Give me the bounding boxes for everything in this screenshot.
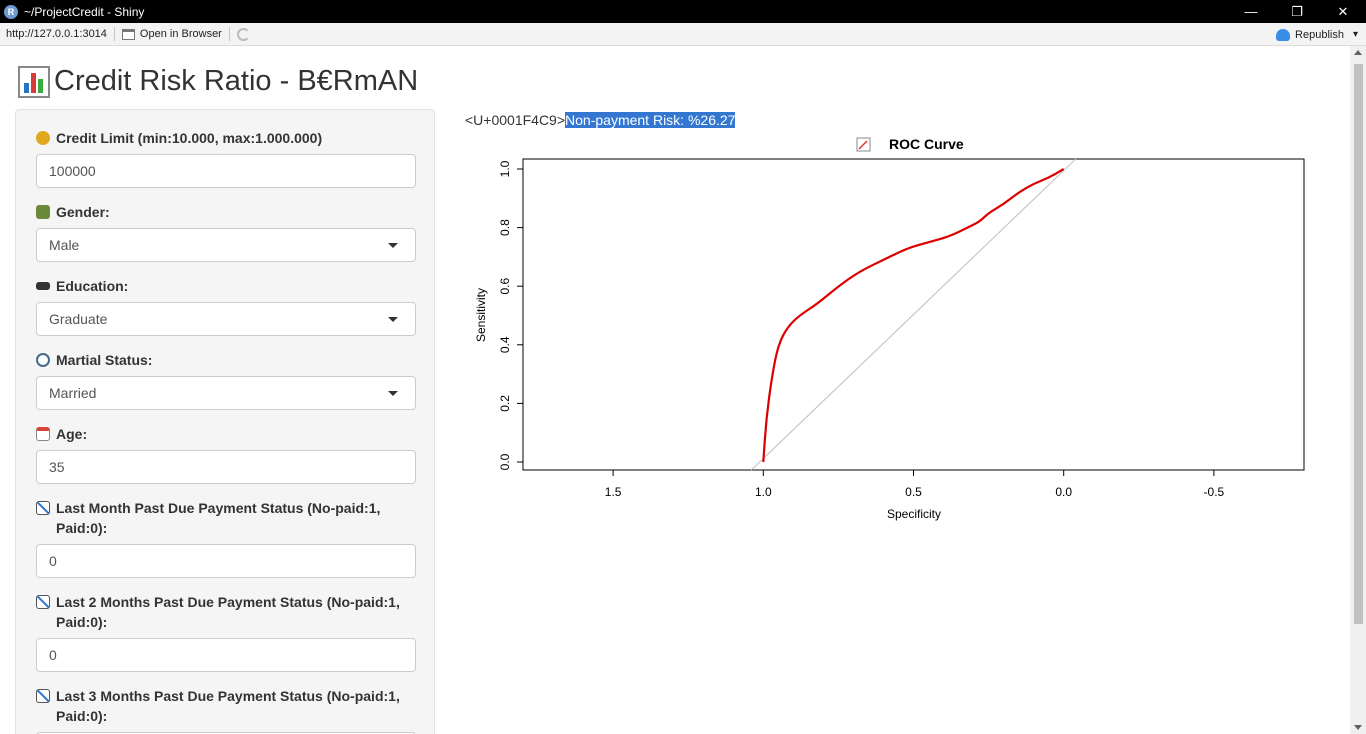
last-2-months-status-label-text: Last 2 Months Past Due Payment Status (N… <box>56 594 400 630</box>
minimize-button[interactable]: — <box>1244 4 1258 19</box>
education-label: Education: <box>36 276 416 296</box>
toolbar-divider <box>113 27 115 41</box>
marital-status-label: Martial Status: <box>36 350 416 370</box>
url-text[interactable]: http://127.0.0.1:3014 <box>6 28 107 40</box>
y-tick-label: 0.8 <box>498 219 512 236</box>
x-tick-label: 1.5 <box>605 485 622 499</box>
marital-status-label-text: Martial Status: <box>56 352 153 368</box>
y-tick-label: 0.6 <box>498 278 512 295</box>
chevron-down-icon <box>388 243 398 248</box>
gender-label-text: Gender: <box>56 204 110 220</box>
credit-limit-label: Credit Limit (min:10.000, max:1.000.000) <box>36 128 416 148</box>
viewer-toolbar: http://127.0.0.1:3014 Open in Browser Re… <box>0 23 1366 46</box>
page-title-text: Credit Risk Ratio - B€RmAN <box>54 65 419 97</box>
republish-label: Republish <box>1295 28 1344 41</box>
app-page: Credit Risk Ratio - B€RmAN Credit Limit … <box>0 46 1350 734</box>
reference-diagonal <box>750 158 1077 471</box>
x-axis-label: Specificity <box>887 507 941 521</box>
age-input[interactable]: 35 <box>36 450 416 484</box>
chevron-down-icon <box>388 317 398 322</box>
y-tick-label: 0.4 <box>498 336 512 353</box>
close-button[interactable]: ✕ <box>1337 3 1349 19</box>
scroll-up-arrow-icon[interactable] <box>1354 50 1362 55</box>
chart-decreasing-icon <box>36 501 50 515</box>
credit-limit-input[interactable]: 100000 <box>36 154 416 188</box>
last-3-months-status-label-text: Last 3 Months Past Due Payment Status (N… <box>56 688 400 724</box>
toolbar-divider <box>228 27 230 41</box>
vertical-scrollbar[interactable] <box>1350 46 1366 734</box>
credit-limit-label-text: Credit Limit (min:10.000, max:1.000.000) <box>56 130 323 146</box>
last-month-status-label: Last Month Past Due Payment Status (No-p… <box>36 498 416 538</box>
y-tick-label: 0.2 <box>498 395 512 412</box>
credit-limit-value: 100000 <box>49 163 96 179</box>
browser-window-icon <box>121 28 135 40</box>
chart-decreasing-icon <box>36 689 50 703</box>
chart-icon-line <box>858 140 868 150</box>
plot-title: ROC Curve <box>889 136 964 152</box>
marital-status-field: Martial Status: Married <box>36 350 416 410</box>
last-2-months-status-label: Last 2 Months Past Due Payment Status (N… <box>36 592 416 632</box>
graduation-cap-icon <box>36 282 50 290</box>
page-title: Credit Risk Ratio - B€RmAN <box>18 65 418 98</box>
last-3-months-status-label: Last 3 Months Past Due Payment Status (N… <box>36 686 416 726</box>
gender-label: Gender: <box>36 202 416 222</box>
age-field: Age: 35 <box>36 424 416 484</box>
last-month-status-input[interactable]: 0 <box>36 544 416 578</box>
refresh-icon[interactable] <box>236 27 250 41</box>
y-tick-label: 1.0 <box>498 160 512 177</box>
money-bag-icon <box>36 131 50 145</box>
window-titlebar: R ~/ProjectCredit - Shiny — ❐ ✕ <box>0 0 1366 23</box>
rstudio-logo-icon: R <box>4 4 18 19</box>
age-value: 35 <box>49 459 65 475</box>
age-label-text: Age: <box>56 426 88 442</box>
last-2-months-status-value: 0 <box>49 647 57 663</box>
x-axis: 1.5 1.0 0.5 0.0 -0.5 <box>605 470 1225 499</box>
education-label-text: Education: <box>56 278 129 294</box>
open-in-browser-label: Open in Browser <box>139 28 222 40</box>
chevron-down-icon <box>388 391 398 396</box>
open-in-browser-button[interactable]: Open in Browser <box>121 28 222 40</box>
education-value: Graduate <box>49 311 108 327</box>
input-sidebar: Credit Limit (min:10.000, max:1.000.000)… <box>15 109 435 734</box>
roc-curve-line <box>762 168 1065 463</box>
y-axis: 0.0 0.2 0.4 0.6 0.8 1.0 <box>498 160 523 470</box>
education-field: Education: Graduate <box>36 276 416 336</box>
ring-icon <box>36 353 50 367</box>
chevron-down-icon: ▾ <box>1352 29 1358 40</box>
last-3-months-status-field: Last 3 Months Past Due Payment Status (N… <box>36 686 416 734</box>
republish-button[interactable]: Republish ▾ <box>1276 23 1358 46</box>
last-month-status-value: 0 <box>49 553 57 569</box>
last-2-months-status-field: Last 2 Months Past Due Payment Status (N… <box>36 592 416 672</box>
gender-select[interactable]: Male <box>36 228 416 262</box>
scrollbar-thumb[interactable] <box>1354 64 1363 624</box>
calendar-icon <box>36 427 50 441</box>
y-axis-label: Sensitivity <box>474 288 488 342</box>
x-tick-label: 0.0 <box>1055 485 1072 499</box>
marital-status-value: Married <box>49 385 97 401</box>
last-month-status-label-text: Last Month Past Due Payment Status (No-p… <box>56 500 381 536</box>
credit-limit-field: Credit Limit (min:10.000, max:1.000.000)… <box>36 128 416 188</box>
publish-icon <box>1276 28 1291 41</box>
marital-status-select[interactable]: Married <box>36 376 416 410</box>
x-tick-label: 0.5 <box>905 485 922 499</box>
restore-button[interactable]: ❐ <box>1291 3 1303 19</box>
risk-output: <U+0001F4C9>Non-payment Risk: %26.27 <box>465 112 736 128</box>
scroll-down-arrow-icon[interactable] <box>1354 725 1362 730</box>
gender-field: Gender: Male <box>36 202 416 262</box>
window-title: ~/ProjectCredit - Shiny <box>24 4 145 19</box>
risk-value: Non-payment Risk: %26.27 <box>565 112 736 128</box>
x-tick-label: 1.0 <box>755 485 772 499</box>
y-tick-label: 0.0 <box>498 453 512 470</box>
last-2-months-status-input[interactable]: 0 <box>36 638 416 672</box>
chart-decreasing-icon <box>36 595 50 609</box>
family-icon <box>36 205 50 219</box>
roc-plot: ROC Curve 1.5 1.0 0.5 0.0 -0.5 0.00.20.40.60… <box>474 136 1305 521</box>
age-label: Age: <box>36 424 416 444</box>
x-tick-label: -0.5 <box>1204 485 1225 499</box>
last-month-status-field: Last Month Past Due Payment Status (No-p… <box>36 498 416 578</box>
bar-chart-icon <box>18 65 50 98</box>
education-select[interactable]: Graduate <box>36 302 416 336</box>
risk-prefix: <U+0001F4C9> <box>465 112 566 128</box>
gender-value: Male <box>49 237 80 253</box>
